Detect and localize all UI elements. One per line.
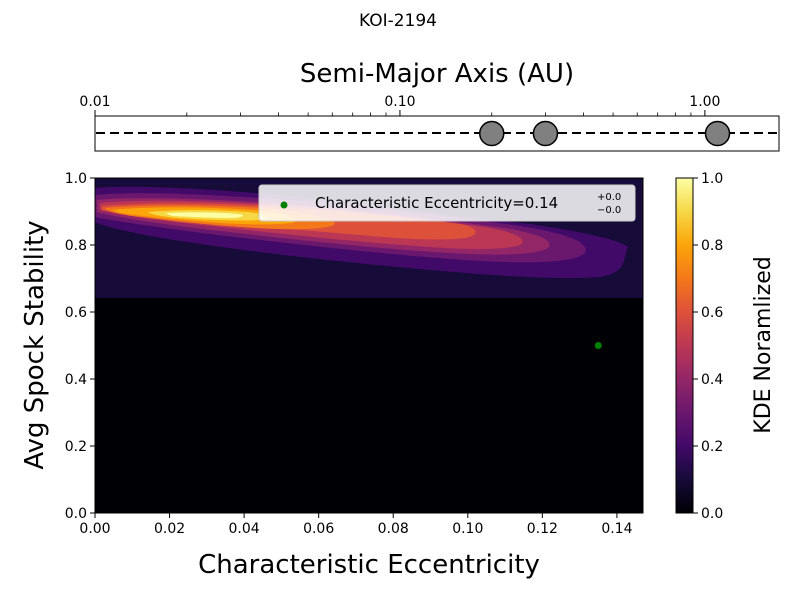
- sma-frame: [94, 115, 780, 152]
- sma-tick-label: 0.01: [79, 94, 110, 110]
- y-tick-label: 0.8: [65, 238, 87, 254]
- legend-marker: [280, 201, 288, 209]
- x-tick-label: 0.08: [378, 521, 409, 537]
- colorbar-tick-label: 0.0: [701, 506, 723, 522]
- legend-sup: +0.0: [597, 192, 621, 203]
- colorbar-tick-label: 0.4: [701, 372, 723, 388]
- sma-tick-label: 1.00: [689, 94, 720, 110]
- legend-label: Characteristic Eccentricity=0.14: [315, 194, 558, 212]
- figure-title: KOI-2194: [359, 11, 437, 31]
- sma-tick-label: 0.10: [384, 94, 415, 110]
- x-tick-label: 0.04: [229, 521, 260, 537]
- kde-level-10: [165, 212, 243, 218]
- colorbar-ticks: 0.0 0.2 0.4 0.6 0.8 1.0: [693, 171, 723, 522]
- y-tick-label: 0.0: [65, 506, 87, 522]
- legend: Characteristic Eccentricity=0.14 +0.0 −0…: [258, 184, 636, 222]
- y-tick-label: 0.6: [65, 305, 87, 321]
- sma-planets: [478, 120, 731, 147]
- sma-ticks: 0.01 0.10 1.00: [79, 94, 720, 116]
- kde-ticks: 0.00 0.02 0.04 0.06 0.08 0.10 0.12 0.14 0.0 0.2 0.…: [65, 171, 633, 537]
- colorbar-tick-label: 0.6: [701, 305, 723, 321]
- eccentricity-marker: [594, 342, 602, 349]
- y-tick-label: 1.0: [65, 171, 87, 187]
- colorbar-label: KDE Noramlized: [751, 256, 776, 433]
- colorbar-bar: [675, 177, 694, 514]
- legend-sub: −0.0: [597, 205, 621, 216]
- sma-axis-label: Semi-Major Axis (AU): [300, 59, 574, 89]
- y-tick-label: 0.2: [65, 439, 87, 455]
- x-tick-label: 0.00: [79, 521, 110, 537]
- kde-y-axis-label: Avg Spock Stability: [20, 220, 50, 469]
- x-tick-label: 0.14: [601, 521, 632, 537]
- x-tick-label: 0.12: [527, 521, 558, 537]
- kde-x-axis-label: Characteristic Eccentricity: [198, 550, 540, 580]
- colorbar-tick-label: 0.8: [701, 238, 723, 254]
- colorbar: 0.0 0.2 0.4 0.6 0.8 1.0 KDE Noramlized: [675, 171, 776, 522]
- colorbar-tick-label: 1.0: [701, 171, 723, 187]
- legend-text: Characteristic Eccentricity=0.14: [315, 194, 558, 212]
- y-tick-label: 0.4: [65, 372, 87, 388]
- x-tick-label: 0.10: [452, 521, 483, 537]
- legend-box: [258, 184, 636, 222]
- x-tick-label: 0.06: [303, 521, 334, 537]
- colorbar-tick-label: 0.2: [701, 439, 723, 455]
- kde-frame: [94, 177, 644, 514]
- planet-marker: [704, 120, 731, 147]
- x-tick-label: 0.02: [154, 521, 185, 537]
- sma-panel: Semi-Major Axis (AU) 0.01 0.10 1.00: [79, 59, 780, 152]
- planet-marker: [478, 120, 505, 147]
- planet-marker: [532, 120, 559, 147]
- kde-panel: 0.00 0.02 0.04 0.06 0.08 0.10 0.12 0.14 0.0 0.2 0.…: [20, 171, 644, 580]
